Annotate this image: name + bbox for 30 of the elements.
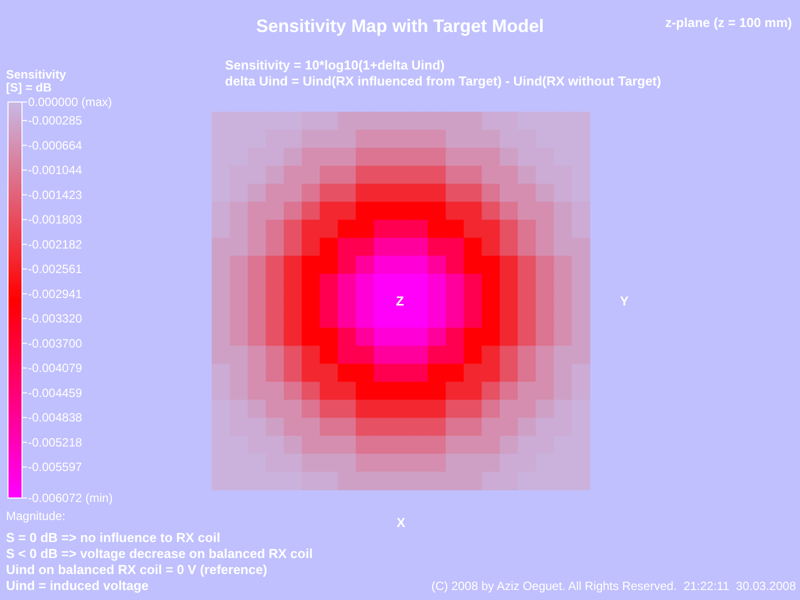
- color-bar-label: -0.000285: [28, 114, 82, 128]
- color-bar-label: -0.002182: [28, 237, 82, 252]
- annotation: Z: [396, 294, 404, 308]
- color-bar-label: -0.001044: [28, 163, 82, 178]
- text: Magnitude:: [6, 509, 66, 523]
- color-bar-label: -0.004459: [28, 386, 82, 400]
- color-bar-label: -0.003700: [28, 336, 82, 350]
- color-bar-label: -0.001803: [28, 212, 82, 227]
- color-bar-title: Sensitivity [S] = dB: [6, 68, 66, 94]
- chart-subtitle: Sensitivity = 10*log10(1+delta Uind) delta Uind = Uind(RX influenced from Target) - Uind(RX without Target): [225, 58, 662, 88]
- color-bar-label: -0.004838: [28, 410, 82, 425]
- color-bar-label: -0.005597: [28, 460, 82, 474]
- text: S < 0 dB => voltage decrease on balanced RX coil: [6, 546, 313, 561]
- text: Uind on balanced RX coil = 0 V (reference): [6, 562, 268, 577]
- color-bar-label: -0.003320: [28, 312, 82, 326]
- color-bar-label: -0.006072 (min): [28, 491, 113, 505]
- text: (C) 2008 by Aziz Oeguet. All Rights Reserved. 21:22:11 30.03.2008: [431, 579, 796, 593]
- color-bar-label: -0.002941: [28, 286, 82, 301]
- color-bar-label: -0.002561: [28, 262, 82, 276]
- text: Uind = induced voltage: [6, 578, 149, 593]
- x-axis-title: X: [396, 515, 406, 530]
- y-axis-title: Y: [620, 294, 629, 308]
- text: z-plane (z = 100 mm): [665, 15, 792, 30]
- color-bar-label: -0.005218: [28, 435, 82, 450]
- text: S = 0 dB => no influence to RX coil: [6, 530, 220, 545]
- color-bar-label: -0.004079: [28, 361, 82, 376]
- color-bar-label: -0.001423: [28, 188, 82, 202]
- color-bar-label: 0.000000 (max): [28, 95, 112, 109]
- chart-title: Sensitivity Map with Target Model: [256, 16, 544, 36]
- color-bar-label: -0.000664: [28, 138, 82, 152]
